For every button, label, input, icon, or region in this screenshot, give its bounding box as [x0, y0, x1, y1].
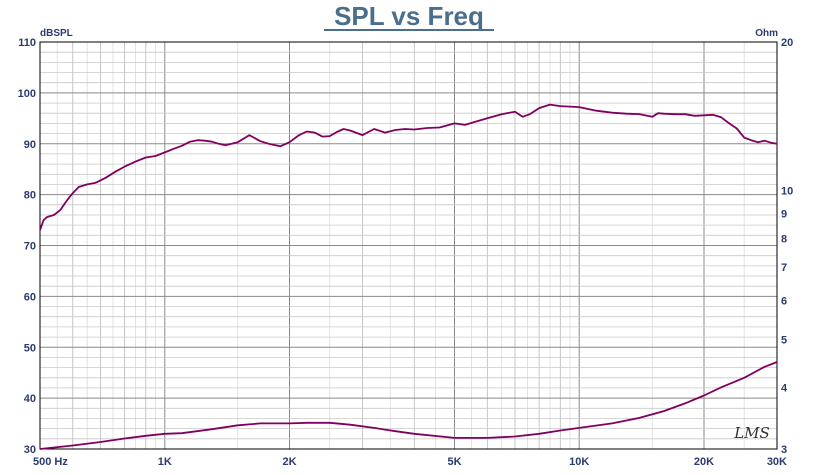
y-right-tick-label: 20 — [781, 37, 793, 49]
y-right-tick-label: 3 — [781, 444, 787, 456]
right-axis-label: Ohm — [755, 28, 778, 39]
series-lines — [39, 103, 778, 450]
x-tick-label: 20K — [694, 456, 714, 468]
plot-frame — [39, 41, 778, 450]
x-tick-label: 10K — [569, 456, 589, 468]
y-left-tick-label: 60 — [24, 291, 36, 303]
grid — [40, 42, 777, 449]
y-left-tick-label: 80 — [24, 190, 36, 202]
y-left-tick-label: 40 — [24, 393, 36, 405]
y-right-tick-label: 8 — [781, 234, 787, 246]
y-left-tick-label: 90 — [24, 139, 36, 151]
x-tick-label: 2K — [282, 456, 296, 468]
lms-watermark: LMS — [733, 424, 770, 442]
x-tick-label: 5K — [447, 456, 461, 468]
y-right-tick-label: 9 — [781, 208, 787, 220]
y-left-tick-label: 110 — [18, 37, 36, 49]
y-right-tick-label: 6 — [781, 295, 787, 307]
y-left-tick-label: 70 — [24, 241, 36, 253]
y-left-tick-label: 50 — [24, 342, 36, 354]
impedance-curve — [39, 361, 778, 450]
tick-labels: 30 40 50 60 70 80 90 100 110 3 4 5 6 7 8 9 10 20 500 Hz 1K 2… — [18, 37, 794, 468]
x-tick-label: 30K — [767, 456, 787, 468]
left-axis-label: dBSPL — [40, 28, 73, 39]
x-tick-label: 1K — [158, 456, 172, 468]
y-right-tick-label: 5 — [781, 334, 787, 346]
y-right-tick-label: 7 — [781, 262, 787, 274]
chart-title: SPL vs Freq — [334, 1, 484, 31]
y-right-tick-label: 4 — [781, 382, 788, 394]
y-left-tick-label: 30 — [24, 444, 36, 456]
spl-curve — [39, 103, 778, 231]
x-tick-label: 500 Hz — [33, 456, 68, 468]
y-right-tick-label: 10 — [781, 186, 793, 198]
y-left-tick-label: 100 — [18, 88, 36, 100]
